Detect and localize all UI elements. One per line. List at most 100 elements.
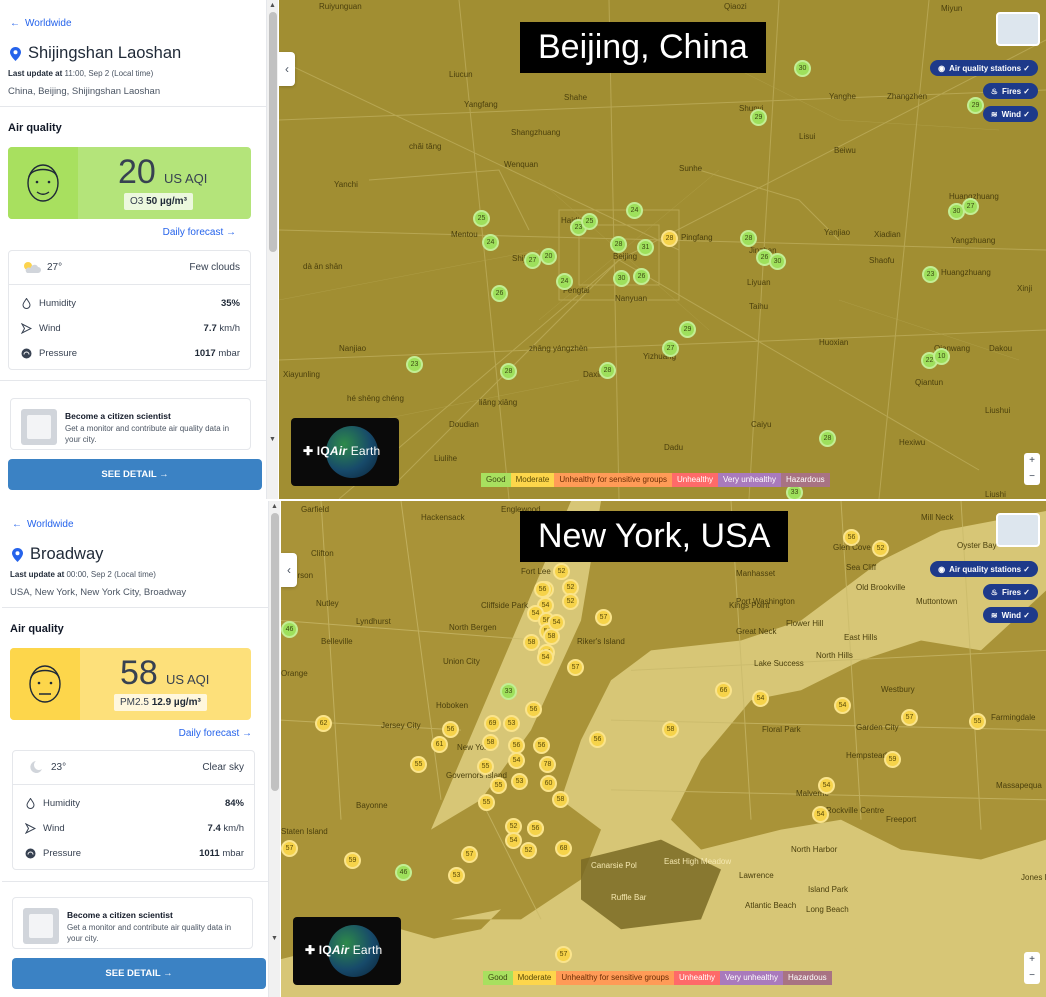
aqi-station-marker[interactable]: 56 bbox=[527, 820, 544, 837]
collapse-sidebar-button[interactable]: ‹ bbox=[281, 553, 297, 587]
aqi-station-marker[interactable]: 10 bbox=[933, 348, 950, 365]
aqi-station-marker[interactable]: 54 bbox=[505, 832, 522, 849]
aqi-station-marker[interactable]: 56 bbox=[533, 737, 550, 754]
scrollbar-thumb[interactable] bbox=[271, 513, 279, 791]
beijing-map[interactable]: Ruiyunguan Qiaozi Miyun Liucun Shahe Yan… bbox=[279, 0, 1046, 499]
aqi-station-marker[interactable]: 28 bbox=[599, 362, 616, 379]
aqi-station-marker[interactable]: 57 bbox=[555, 946, 572, 963]
aqi-station-marker[interactable]: 27 bbox=[962, 198, 979, 215]
minimap-toggle[interactable] bbox=[996, 12, 1040, 46]
scroll-down-icon[interactable]: ▼ bbox=[269, 436, 276, 443]
aqi-station-marker[interactable]: 60 bbox=[540, 775, 557, 792]
aqi-station-marker[interactable]: 52 bbox=[562, 593, 579, 610]
zoom-in-button[interactable]: + bbox=[1029, 954, 1035, 965]
aqi-station-marker[interactable]: 56 bbox=[843, 529, 860, 546]
sidebar-scrollbar[interactable]: ▲ ▼ bbox=[266, 0, 278, 499]
aqi-station-marker[interactable]: 24 bbox=[626, 202, 643, 219]
zoom-out-button[interactable]: − bbox=[1029, 471, 1035, 482]
aqi-station-marker[interactable]: 66 bbox=[715, 682, 732, 699]
collapse-sidebar-button[interactable]: ‹ bbox=[279, 52, 295, 86]
aqi-station-marker[interactable]: 28 bbox=[661, 230, 678, 247]
aqi-station-marker[interactable]: 55 bbox=[969, 713, 986, 730]
aqi-station-marker[interactable]: 59 bbox=[884, 751, 901, 768]
fires-toggle[interactable]: ♨ Fires ✓ bbox=[982, 83, 1038, 99]
aqi-station-marker[interactable]: 56 bbox=[589, 731, 606, 748]
aqi-station-marker[interactable]: 24 bbox=[482, 234, 499, 251]
aqi-station-marker[interactable]: 31 bbox=[637, 239, 654, 256]
aqi-station-marker[interactable]: 56 bbox=[442, 721, 459, 738]
aqi-station-marker[interactable]: 23 bbox=[922, 266, 939, 283]
aqi-station-marker[interactable]: 46 bbox=[395, 864, 412, 881]
aqi-station-marker[interactable]: 59 bbox=[344, 852, 361, 869]
aqi-station-marker[interactable]: 54 bbox=[752, 690, 769, 707]
aqi-station-marker[interactable]: 25 bbox=[581, 213, 598, 230]
aqi-station-marker[interactable]: 28 bbox=[819, 430, 836, 447]
aqi-station-marker[interactable]: 30 bbox=[794, 60, 811, 77]
aqi-station-marker[interactable]: 54 bbox=[508, 752, 525, 769]
aqi-station-marker[interactable]: 52 bbox=[520, 842, 537, 859]
aqi-station-marker[interactable]: 68 bbox=[555, 840, 572, 857]
aqi-station-marker[interactable]: 62 bbox=[315, 715, 332, 732]
citizen-scientist-card[interactable]: Become a citizen scientist Get a monitor… bbox=[12, 897, 253, 949]
aqi-station-marker[interactable]: 29 bbox=[750, 109, 767, 126]
aqi-station-marker[interactable]: 52 bbox=[562, 579, 579, 596]
aqi-station-marker[interactable]: 54 bbox=[812, 806, 829, 823]
worldwide-back-link[interactable]: ← Worldwide bbox=[12, 519, 74, 530]
aqi-station-marker[interactable]: 58 bbox=[523, 634, 540, 651]
aqi-station-marker[interactable]: 57 bbox=[281, 840, 298, 857]
aqi-station-marker[interactable]: 54 bbox=[537, 649, 554, 666]
aqi-station-marker[interactable]: 27 bbox=[662, 340, 679, 357]
aqi-station-marker[interactable]: 24 bbox=[556, 273, 573, 290]
scroll-up-icon[interactable]: ▲ bbox=[271, 503, 278, 510]
aqi-station-marker[interactable]: 28 bbox=[740, 230, 757, 247]
aqi-station-marker[interactable]: 58 bbox=[482, 734, 499, 751]
aqi-station-marker[interactable]: 33 bbox=[500, 683, 517, 700]
aqi-station-marker[interactable]: 20 bbox=[540, 248, 557, 265]
aqi-station-marker[interactable]: 52 bbox=[553, 563, 570, 580]
aqi-station-marker[interactable]: 30 bbox=[613, 270, 630, 287]
aqi-station-marker[interactable]: 26 bbox=[633, 268, 650, 285]
air-quality-stations-toggle[interactable]: ◉ Air quality stations ✓ bbox=[930, 561, 1038, 577]
zoom-in-button[interactable]: + bbox=[1029, 455, 1035, 466]
sidebar-scrollbar[interactable]: ▲ ▼ bbox=[268, 501, 280, 997]
aqi-station-marker[interactable]: 52 bbox=[872, 540, 889, 557]
minimap-toggle[interactable] bbox=[996, 513, 1040, 547]
aqi-station-marker[interactable]: 55 bbox=[490, 777, 507, 794]
aqi-station-marker[interactable]: 28 bbox=[500, 363, 517, 380]
aqi-station-marker[interactable]: 58 bbox=[662, 721, 679, 738]
scroll-down-icon[interactable]: ▼ bbox=[271, 935, 278, 942]
aqi-station-marker[interactable]: 57 bbox=[901, 709, 918, 726]
aqi-station-marker[interactable]: 23 bbox=[406, 356, 423, 373]
worldwide-back-link[interactable]: ← Worldwide bbox=[10, 18, 72, 29]
aqi-station-marker[interactable]: 29 bbox=[967, 97, 984, 114]
air-quality-stations-toggle[interactable]: ◉ Air quality stations ✓ bbox=[930, 60, 1038, 76]
see-detail-button[interactable]: SEE DETAIL → bbox=[12, 958, 266, 989]
iqair-earth-logo[interactable]: ✚ IQAir Earth bbox=[291, 418, 399, 486]
aqi-station-marker[interactable]: 27 bbox=[524, 252, 541, 269]
aqi-station-marker[interactable]: 46 bbox=[281, 621, 298, 638]
aqi-station-marker[interactable]: 53 bbox=[511, 773, 528, 790]
aqi-station-marker[interactable]: 55 bbox=[410, 756, 427, 773]
fires-toggle[interactable]: ♨ Fires ✓ bbox=[982, 584, 1038, 600]
see-detail-button[interactable]: SEE DETAIL → bbox=[8, 459, 262, 490]
zoom-out-button[interactable]: − bbox=[1029, 970, 1035, 981]
aqi-station-marker[interactable]: 53 bbox=[448, 867, 465, 884]
aqi-station-marker[interactable]: 57 bbox=[567, 659, 584, 676]
aqi-station-marker[interactable]: 30 bbox=[769, 253, 786, 270]
scroll-up-icon[interactable]: ▲ bbox=[269, 2, 276, 9]
aqi-station-marker[interactable]: 29 bbox=[679, 321, 696, 338]
aqi-station-marker[interactable]: 57 bbox=[461, 846, 478, 863]
aqi-station-marker[interactable]: 53 bbox=[503, 715, 520, 732]
iqair-earth-logo[interactable]: ✚ IQAir Earth bbox=[293, 917, 401, 985]
aqi-station-marker[interactable]: 28 bbox=[610, 236, 627, 253]
aqi-station-marker[interactable]: 26 bbox=[491, 285, 508, 302]
aqi-station-marker[interactable]: 78 bbox=[539, 756, 556, 773]
wind-toggle[interactable]: ≋ Wind ✓ bbox=[982, 106, 1038, 122]
aqi-station-marker[interactable]: 61 bbox=[431, 736, 448, 753]
aqi-station-marker[interactable]: 54 bbox=[834, 697, 851, 714]
aqi-station-marker[interactable]: 55 bbox=[477, 758, 494, 775]
aqi-station-marker[interactable]: 57 bbox=[595, 609, 612, 626]
aqi-station-marker[interactable]: 56 bbox=[534, 581, 551, 598]
aqi-station-marker[interactable]: 54 bbox=[548, 614, 565, 631]
aqi-station-marker[interactable]: 55 bbox=[478, 794, 495, 811]
